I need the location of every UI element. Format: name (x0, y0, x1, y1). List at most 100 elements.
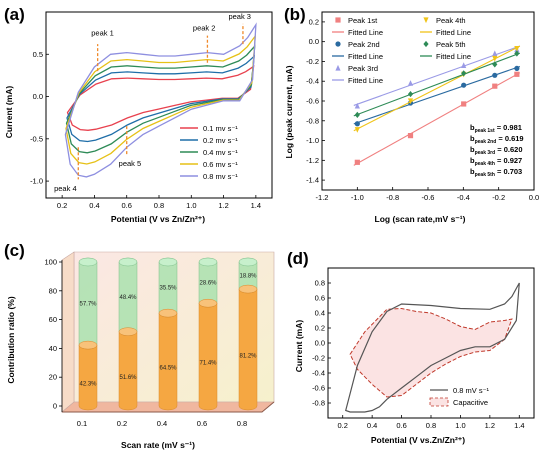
b-point-2-1 (354, 121, 360, 127)
b-ytick-label: 0.2 (309, 17, 319, 26)
b-ytick-label: -0.8 (306, 116, 319, 125)
c-label-diffusion-5: 18.8% (239, 274, 257, 280)
b-xtick-label: -0.2 (492, 193, 505, 202)
b-fit-line-3 (353, 45, 521, 106)
a-annotation-peak-4: peak 4 (54, 184, 77, 193)
b-legend-fit-label-5: Fitted Line (436, 52, 471, 61)
plot-c: 0 20 40 60 80 100 42.3% 57.7% 0.1 51.6% 48.4% 0.2 64… (44, 251, 275, 428)
b-legend-label-3: Peak 3rd (348, 64, 378, 73)
c-label-capacitive-3: 64.5% (159, 366, 177, 372)
b-xtick-label: -1.2 (316, 193, 329, 202)
panel-label-b: (b) (284, 5, 306, 24)
d-ytick-label: -0.2 (312, 354, 325, 363)
a-legend-label-1: 0.1 mv s⁻¹ (203, 124, 238, 133)
d-legend-label-total: 0.8 mV s⁻¹ (453, 386, 490, 395)
b-legend-label-1: Peak 1st (348, 16, 378, 25)
b-legend-fit-label-4: Fitted Line (436, 28, 471, 37)
a-legend-label-5: 0.8 mv s⁻¹ (203, 172, 238, 181)
a-legend-label-4: 0.6 mv s⁻¹ (203, 160, 238, 169)
c-xtick-label-2: 0.2 (117, 419, 127, 428)
b-ytick-label: -0.4 (306, 77, 319, 86)
b-xtick-label: 0.0 (529, 193, 539, 202)
a-annotation-peak-5: peak 5 (119, 159, 142, 168)
a-series-2-curve (66, 54, 256, 143)
a-ylabel: Current (mA) (4, 86, 14, 139)
b-point-3-1 (354, 102, 360, 109)
a-series-5-curve (64, 22, 257, 178)
panel-a: (a) 0.2 0.4 0.6 0.8 1.0 1.2 1.4 -1.0 -0.5 0.0 0.5 p… (4, 5, 273, 224)
c-floor-edge (62, 401, 275, 413)
panel-d: (d) 0.2 0.4 0.6 0.8 1.0 1.2 1.4 -0.8 -0.6 -0.4 -0.… (287, 249, 535, 445)
a-series-1-curve (66, 65, 255, 131)
b-legend-label-4: Peak 4th (436, 16, 466, 25)
c-ytick-label: 0 (53, 402, 57, 411)
b-legend-marker-2 (335, 41, 341, 47)
d-legend-label-capacitive: Capacitive (453, 398, 488, 407)
b-legend-fit-label-3: Fitted Line (348, 76, 383, 85)
c-label-capacitive-1: 42.3% (79, 382, 97, 388)
b-legend-fit-label-2: Fitted Line (348, 52, 383, 61)
b-ytick-label: -0.2 (306, 57, 319, 66)
c-xtick-label-3: 0.4 (157, 419, 167, 428)
b-bvalue-3: bpeak 3rd = 0.620 (470, 145, 523, 156)
c-xtick-label-5: 0.8 (237, 419, 247, 428)
a-annotation-peak-1: peak 1 (91, 29, 114, 38)
b-legend-marker-1 (335, 17, 341, 23)
a-annotation-peak-3: peak 3 (228, 12, 251, 21)
a-frame (45, 11, 273, 199)
a-legend-label-2: 0.2 mv s⁻¹ (203, 136, 238, 145)
a-xtick-label: 0.6 (121, 201, 131, 210)
panel-label-a: (a) (4, 5, 25, 24)
c-label-capacitive-5: 81.2% (239, 354, 257, 360)
c-bar-top-4 (198, 257, 218, 267)
b-point-3-4 (492, 50, 498, 57)
c-label-diffusion-4: 28.6% (199, 281, 217, 287)
a-xtick-label: 1.4 (251, 201, 261, 210)
a-ytick-label: -0.5 (30, 134, 43, 143)
b-point-3-3 (461, 62, 467, 68)
c-bar-capacitive-3 (158, 313, 178, 411)
a-legend-label-3: 0.4 mv s⁻¹ (203, 148, 238, 157)
c-label-diffusion-2: 48.4% (119, 295, 137, 301)
b-fit-line-4 (353, 45, 521, 132)
c-ytick-label: 80 (49, 286, 57, 295)
b-ytick-label: -1.0 (306, 136, 319, 145)
c-bar-top-3 (158, 257, 178, 267)
c-bar-mid-1 (78, 340, 98, 350)
d-xtick-label: 0.2 (337, 421, 347, 430)
panel-b: (b) -1.2 -1.0 -0.8 -0.6 -0.4 -0.2 0.0-1.4-1.2-… (284, 5, 539, 224)
c-bar-mid-3 (158, 308, 178, 318)
b-point-1-1 (354, 159, 360, 165)
b-legend-label-5: Peak 5th (436, 40, 466, 49)
d-ytick-label: 0.4 (315, 309, 325, 318)
b-point-5-5 (514, 50, 520, 57)
c-bar-capacitive-5 (238, 289, 258, 411)
d-ytick-label: -0.4 (312, 369, 325, 378)
d-ytick-label: -0.8 (312, 399, 325, 408)
b-point-5-2 (407, 90, 414, 98)
c-ytick-label: 100 (44, 258, 57, 267)
panel-label-c: (c) (4, 241, 25, 260)
a-ytick-label: 0.5 (33, 50, 43, 59)
b-fit-line-5 (353, 52, 521, 117)
b-point-1-3 (461, 101, 467, 107)
b-point-4-4 (492, 55, 498, 62)
b-xtick-label: -1.0 (351, 193, 364, 202)
c-bar-top-5 (238, 257, 258, 267)
c-ylabel: Contribution ratio (%) (6, 296, 16, 384)
b-ytick-label: -1.4 (306, 176, 319, 185)
a-xtick-label: 1.0 (186, 201, 196, 210)
b-xtick-label: -0.4 (457, 193, 470, 202)
c-bar-capacitive-2 (118, 331, 138, 411)
b-point-3-2 (407, 80, 414, 86)
c-xtick-label-1: 0.1 (77, 419, 87, 428)
d-ylabel: Current (mA) (294, 320, 304, 373)
b-point-1-4 (492, 83, 498, 89)
c-bar-capacitive-1 (78, 345, 98, 411)
a-ytick-label: 0.0 (33, 92, 43, 101)
d-xtick-label: 1.0 (455, 421, 465, 430)
b-ylabel: Log (peak current, mA) (284, 65, 294, 158)
d-xtick-label: 0.6 (396, 421, 406, 430)
c-label-capacitive-4: 71.4% (199, 361, 217, 367)
